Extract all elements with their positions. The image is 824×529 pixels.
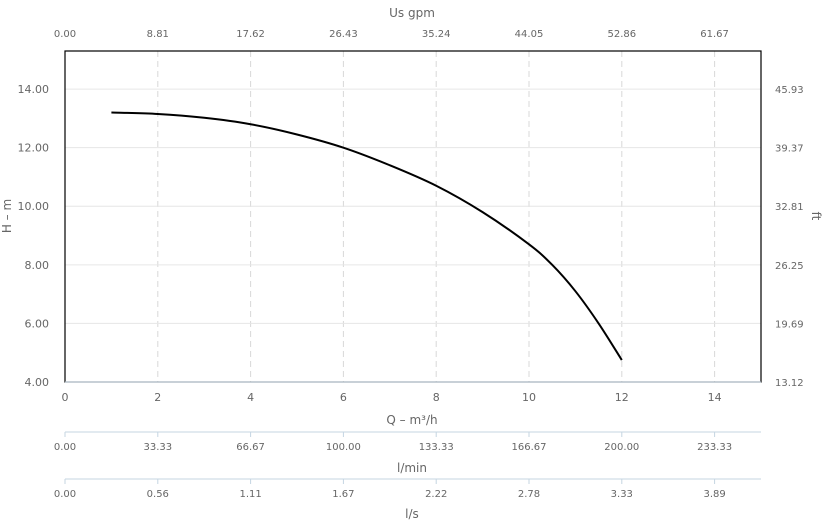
top-tick-label: 0.00 <box>54 29 76 40</box>
y-tick-label: 14.00 <box>18 83 50 96</box>
top-tick-label: 61.67 <box>700 29 729 40</box>
right-axis-title: ft <box>809 212 823 221</box>
tick-labels: 0 2 4 6 8 10 12 14 0.00 8.81 17.62 26.43 35.24 44.05 5… <box>18 29 804 500</box>
secondary-tick-label: 3.33 <box>611 489 633 500</box>
secondary-tick-label: 66.67 <box>236 442 265 453</box>
secondary-tick-label: 200.00 <box>604 442 639 453</box>
right-tick-label: 45.93 <box>775 85 804 96</box>
secondary-tick-label: 0.00 <box>54 489 76 500</box>
series-layer <box>111 111 623 361</box>
secondary-tick-label: 3.89 <box>703 489 725 500</box>
y-tick-label: 10.00 <box>18 200 50 213</box>
y-tick-label: 6.00 <box>25 317 50 330</box>
top-tick-label: 44.05 <box>515 29 544 40</box>
plot-frame <box>64 50 762 383</box>
top-tick-label: 35.24 <box>422 29 451 40</box>
series-line <box>111 111 623 361</box>
grid-lines <box>65 51 761 382</box>
y-tick-label: 4.00 <box>25 376 50 389</box>
secondary-tick-label: 100.00 <box>326 442 361 453</box>
x-tick-label: 10 <box>522 391 536 404</box>
secondary-tick-label: 33.33 <box>143 442 172 453</box>
right-tick-label: 39.37 <box>775 144 804 155</box>
ls-axis-title: l/s <box>405 507 419 521</box>
top-tick-label: 26.43 <box>329 29 358 40</box>
secondary-tick-label: 0.56 <box>147 489 169 500</box>
top-tick-label: 17.62 <box>236 29 265 40</box>
top-tick-label: 8.81 <box>147 29 169 40</box>
secondary-tick-label: 166.67 <box>512 442 547 453</box>
right-tick-label: 32.81 <box>775 202 804 213</box>
secondary-tick-label: 133.33 <box>419 442 454 453</box>
right-tick-label: 13.12 <box>775 378 804 389</box>
right-tick-label: 26.25 <box>775 261 804 272</box>
x-tick-label: 8 <box>433 391 440 404</box>
x-tick-label: 2 <box>154 391 161 404</box>
x-tick-label: 6 <box>340 391 347 404</box>
x-axis-title: Q – m³/h <box>386 413 437 427</box>
secondary-tick-label: 1.67 <box>332 489 354 500</box>
secondary-tick-label: 1.11 <box>239 489 261 500</box>
y-tick-label: 8.00 <box>25 259 50 272</box>
x-tick-label: 4 <box>247 391 254 404</box>
x-tick-label: 0 <box>62 391 69 404</box>
y-axis-title: H – m <box>0 199 14 233</box>
top-tick-label: 52.86 <box>607 29 636 40</box>
secondary-tick-label: 2.78 <box>518 489 540 500</box>
secondary-tick-label: 233.33 <box>697 442 732 453</box>
x-tick-label: 14 <box>708 391 722 404</box>
x-tick-label: 12 <box>615 391 629 404</box>
y-tick-label: 12.00 <box>18 142 50 155</box>
lmin-axis-title: l/min <box>397 461 427 475</box>
secondary-tick-label: 2.22 <box>425 489 447 500</box>
axes <box>64 50 762 484</box>
secondary-tick-label: 0.00 <box>54 442 76 453</box>
top-axis-title: Us gpm <box>389 6 435 20</box>
right-tick-label: 19.69 <box>775 319 804 330</box>
